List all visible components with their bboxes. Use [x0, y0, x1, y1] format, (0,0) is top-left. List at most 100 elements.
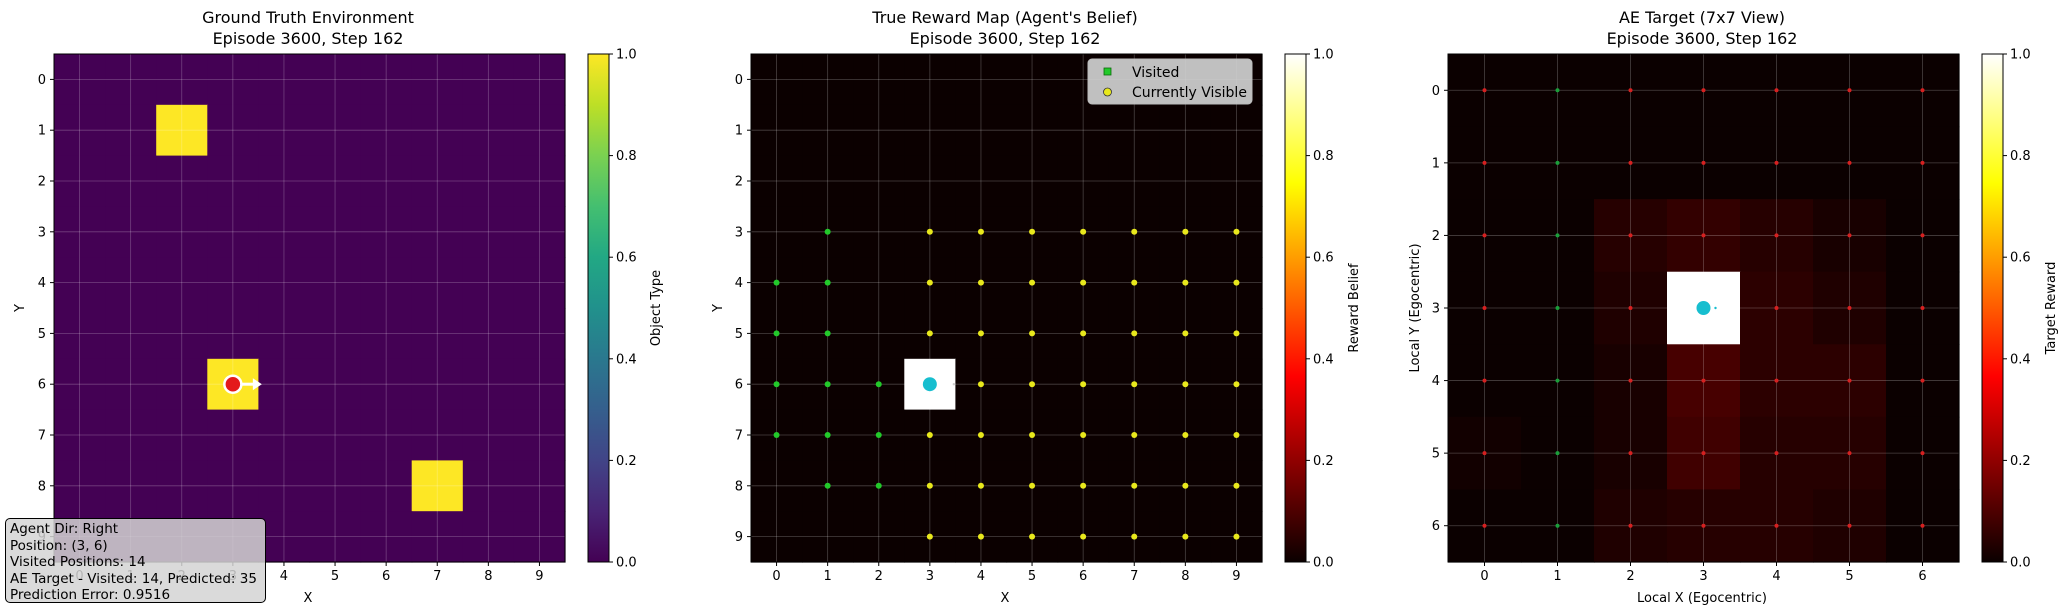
- heatmap-cell: [360, 358, 413, 411]
- visible-point: [1029, 533, 1036, 540]
- cell-marker: [1628, 306, 1633, 310]
- y-tick-label: 1: [1432, 156, 1440, 171]
- heatmap-cell: [54, 155, 106, 207]
- visible-point: [1233, 381, 1240, 388]
- heatmap-cell: [1057, 155, 1110, 207]
- visited-point: [824, 432, 831, 438]
- heatmap-cell: [513, 155, 566, 207]
- heatmap-cell: [853, 104, 905, 157]
- x-tick-label: 7: [433, 569, 441, 584]
- heatmap-cell: [54, 257, 106, 309]
- cell-marker: [1920, 88, 1925, 93]
- y-tick-label: 0: [735, 73, 743, 88]
- colorbar-tick-label: 0.6: [616, 251, 637, 266]
- heatmap-cell: [853, 257, 905, 309]
- heatmap-cell: [309, 206, 362, 258]
- panel2-colorbar: 0.0 0.2 0.4 0.6 0.8 1.0: [1284, 48, 1334, 571]
- heatmap-cell: [54, 54, 106, 106]
- y-tick-label: 5: [38, 327, 46, 342]
- visible-point: [1233, 279, 1240, 286]
- cell-marker: [1701, 88, 1706, 93]
- heatmap-cell: [309, 104, 362, 157]
- heatmap-cell: [258, 257, 311, 309]
- panel2-ylabel: Y: [711, 304, 726, 313]
- cell-marker: [1847, 160, 1852, 165]
- cell-marker: [1628, 378, 1633, 383]
- visible-point: [977, 533, 984, 540]
- y-tick-label: 7: [38, 429, 46, 444]
- panel1-ylabel: Y: [13, 304, 28, 313]
- visible-point: [977, 279, 984, 286]
- heatmap-cell: [1210, 155, 1263, 207]
- x-tick-label: 6: [1918, 569, 1926, 584]
- visible-point: [1029, 228, 1036, 235]
- cell-marker: [1482, 523, 1487, 528]
- cell-marker: [1555, 451, 1560, 456]
- panel2-heatmap: 0 1 2 3 4 5 6 7 8 9 0 1 2 3 4 5 6 7 8 9: [735, 53, 1263, 584]
- panel3-colorbar-label: Target Reward: [2044, 262, 2059, 356]
- x-tick-label: 8: [1181, 569, 1189, 584]
- x-tick-label: 8: [484, 569, 492, 584]
- heatmap-cell: [513, 206, 566, 258]
- x-tick-label: 3: [1699, 569, 1707, 584]
- cell-marker: [1774, 451, 1779, 456]
- agent-direction-arrowhead: [252, 378, 262, 391]
- heatmap-cell: [105, 257, 157, 309]
- x-tick-label: 9: [1232, 569, 1240, 584]
- heatmap-cell: [1159, 104, 1212, 157]
- cell-marker: [1920, 160, 1925, 165]
- panel-ground-truth: Ground Truth Environment Episode 3600, S…: [13, 8, 664, 606]
- colorbar-tick-label: 0.6: [1313, 251, 1334, 266]
- heatmap-cell: [1210, 104, 1263, 157]
- heatmap-cell: [207, 104, 259, 157]
- cell-marker: [1774, 306, 1779, 310]
- heatmap-cell: [207, 308, 259, 360]
- colorbar-gradient: [1284, 53, 1307, 563]
- heatmap-cell: [513, 104, 566, 157]
- panel3-title-line1: AE Target (7x7 View): [1619, 8, 1785, 27]
- panel3-ylabel: Local Y (Egocentric): [1408, 243, 1423, 372]
- visible-point: [926, 330, 933, 337]
- cell-marker: [1774, 378, 1779, 383]
- heatmap-cell: [955, 104, 1008, 157]
- heatmap-cell: [802, 54, 854, 106]
- visible-point: [926, 228, 933, 235]
- panel-ae-target: AE Target (7x7 View) Episode 3600, Step …: [1408, 8, 2059, 606]
- heatmap-cell: [853, 54, 905, 106]
- cell-marker: [1847, 451, 1852, 456]
- visible-point: [977, 228, 984, 235]
- visited-point: [773, 330, 780, 337]
- heatmap-cell: [258, 206, 311, 258]
- heatmap-cell: [1108, 104, 1161, 157]
- heatmap-cell: [411, 257, 464, 309]
- heatmap-cell: [411, 206, 464, 258]
- x-tick-label: 4: [280, 569, 288, 584]
- cell-marker: [1628, 523, 1633, 528]
- panel-reward-map: True Reward Map (Agent's Belief) Episode…: [711, 8, 1362, 606]
- colorbar-tick-label: 1.0: [616, 48, 637, 63]
- heatmap-cell: [360, 511, 413, 563]
- visible-point: [1131, 279, 1138, 286]
- heatmap-cell: [411, 358, 464, 411]
- x-tick-label: 2: [875, 569, 883, 584]
- x-tick-label: 7: [1130, 569, 1138, 584]
- visible-point: [926, 482, 933, 489]
- visible-point: [1080, 330, 1087, 337]
- cell-marker: [1628, 233, 1633, 238]
- cell-marker: [1701, 523, 1706, 528]
- cell-marker: [1774, 523, 1779, 528]
- heatmap-cell: [751, 155, 803, 207]
- colorbar-gradient: [1981, 53, 2004, 563]
- colorbar-tick-label: 0.2: [1313, 454, 1334, 469]
- panel1-colorbar: 0.0 0.2 0.4 0.6 0.8 1.0: [587, 48, 637, 571]
- y-tick-label: 7: [735, 429, 743, 444]
- cell-marker: [1847, 378, 1852, 383]
- heatmap-cell: [309, 54, 362, 106]
- heatmap-cell: [853, 155, 905, 207]
- heatmap-cell: [360, 308, 413, 360]
- heatmap-cell: [207, 54, 259, 106]
- heatmap-cell: [802, 104, 854, 157]
- visible-point: [926, 279, 933, 286]
